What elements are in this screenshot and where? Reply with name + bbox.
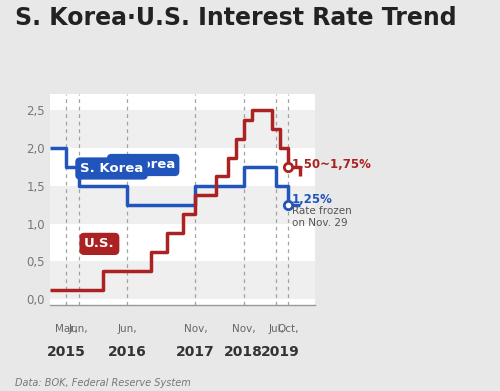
Text: 1,50~1,75%: 1,50~1,75% xyxy=(292,158,372,172)
Text: 2016: 2016 xyxy=(108,345,146,359)
Text: Mar,: Mar, xyxy=(55,324,78,334)
Text: Jun,: Jun, xyxy=(69,324,88,334)
Text: Nov,: Nov, xyxy=(184,324,207,334)
Text: S. Korea: S. Korea xyxy=(82,158,175,179)
Text: Jul,: Jul, xyxy=(268,324,284,334)
Text: 2017: 2017 xyxy=(176,345,214,359)
Text: Jun,: Jun, xyxy=(117,324,137,334)
Text: Data: BOK, Federal Reserve System: Data: BOK, Federal Reserve System xyxy=(15,378,191,388)
Text: Oct,: Oct, xyxy=(278,324,299,334)
Text: 2019: 2019 xyxy=(260,345,300,359)
Text: 2018: 2018 xyxy=(224,345,263,359)
Bar xyxy=(50,148,315,186)
Text: S. Korea: S. Korea xyxy=(80,162,143,175)
Bar xyxy=(50,110,315,148)
Bar xyxy=(50,261,315,299)
Bar xyxy=(50,224,315,261)
Text: on Nov. 29: on Nov. 29 xyxy=(292,218,348,228)
Text: 1,25%: 1,25% xyxy=(292,193,333,206)
Text: S. Korea·U.S. Interest Rate Trend: S. Korea·U.S. Interest Rate Trend xyxy=(15,6,456,30)
Text: U.S.: U.S. xyxy=(84,237,114,250)
Text: 2015: 2015 xyxy=(47,345,86,359)
Text: Rate frozen: Rate frozen xyxy=(292,206,352,217)
Text: Nov,: Nov, xyxy=(232,324,256,334)
Bar xyxy=(50,186,315,224)
